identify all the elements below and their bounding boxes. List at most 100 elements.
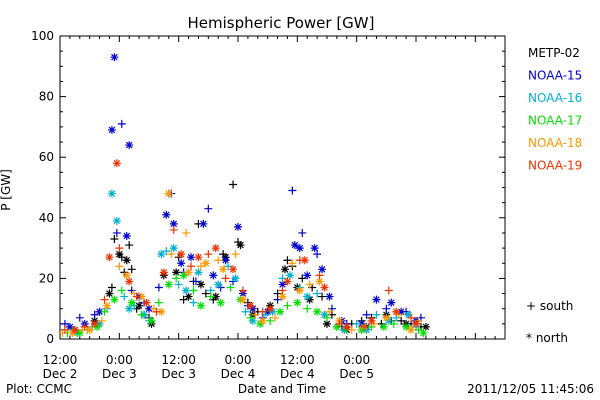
point-south bbox=[382, 304, 391, 313]
data-points bbox=[58, 53, 430, 337]
point-north bbox=[209, 271, 218, 280]
point-north bbox=[70, 325, 79, 334]
point-north bbox=[412, 319, 420, 328]
x-tick-time-label: 12:00 bbox=[43, 353, 78, 367]
point-south bbox=[117, 119, 126, 128]
point-north bbox=[125, 304, 134, 313]
point-north bbox=[246, 301, 255, 310]
point-north bbox=[147, 316, 156, 325]
point-south bbox=[137, 310, 146, 319]
point-north bbox=[421, 322, 430, 331]
legend: METP-02 NOAA-15 NOAA-16 NOAA-17 NOAA-18 NOAA-… bbox=[528, 46, 582, 173]
point-south bbox=[360, 322, 369, 331]
point-south bbox=[80, 322, 89, 331]
point-north bbox=[216, 298, 225, 307]
point-north bbox=[107, 189, 116, 198]
point-north bbox=[332, 322, 341, 331]
point-north bbox=[110, 53, 119, 62]
point-south bbox=[325, 307, 334, 316]
point-south bbox=[298, 228, 307, 237]
point-north bbox=[211, 292, 220, 301]
point-south bbox=[115, 244, 124, 253]
y-tick-label: 20 bbox=[39, 271, 54, 285]
point-south bbox=[98, 316, 107, 325]
y-tick-label: 100 bbox=[31, 29, 54, 43]
point-north bbox=[283, 277, 292, 286]
point-north bbox=[367, 316, 376, 325]
point-north bbox=[342, 322, 351, 331]
point-north bbox=[211, 244, 220, 253]
point-south bbox=[214, 256, 223, 265]
point-north bbox=[303, 292, 312, 301]
point-south bbox=[288, 259, 297, 268]
point-north bbox=[95, 307, 104, 316]
point-north bbox=[137, 292, 146, 301]
point-south bbox=[112, 228, 121, 237]
point-north bbox=[221, 256, 230, 265]
point-south bbox=[313, 250, 322, 259]
point-south bbox=[246, 313, 255, 322]
point-south bbox=[167, 250, 176, 259]
y-axis-label: P [GW] bbox=[0, 169, 13, 211]
point-north bbox=[372, 295, 381, 304]
point-north bbox=[325, 292, 334, 301]
point-south bbox=[191, 277, 200, 286]
point-north bbox=[404, 310, 413, 319]
point-north bbox=[142, 298, 151, 307]
legend-entry: METP-02 bbox=[528, 46, 580, 60]
y-tick-label: 40 bbox=[39, 211, 54, 225]
point-south bbox=[241, 307, 250, 316]
point-north bbox=[382, 313, 391, 322]
legend-entry: NOAA-17 bbox=[528, 114, 582, 128]
point-south bbox=[238, 286, 247, 295]
point-south bbox=[231, 250, 240, 259]
point-north bbox=[145, 304, 153, 313]
y-axis: 0 20 40 60 80 100 bbox=[31, 29, 505, 346]
point-south bbox=[362, 310, 371, 319]
point-north bbox=[248, 316, 257, 325]
point-north bbox=[164, 280, 173, 289]
point-north bbox=[112, 159, 121, 168]
point-north bbox=[278, 292, 287, 301]
point-north bbox=[199, 219, 208, 228]
point-south bbox=[152, 307, 161, 316]
point-north bbox=[182, 286, 191, 295]
point-north bbox=[323, 319, 331, 328]
point-north bbox=[320, 310, 329, 319]
point-south bbox=[125, 241, 134, 250]
point-north bbox=[238, 295, 247, 304]
point-south bbox=[258, 307, 267, 316]
point-north bbox=[115, 250, 124, 259]
point-south bbox=[115, 262, 124, 271]
point-north bbox=[280, 265, 289, 274]
point-north bbox=[122, 231, 131, 240]
x-tick-date-label: Dec 4 bbox=[221, 367, 256, 381]
point-north bbox=[285, 271, 294, 280]
x-tick-date-label: Dec 3 bbox=[102, 367, 137, 381]
point-north bbox=[219, 265, 228, 274]
point-north bbox=[214, 280, 223, 289]
point-south bbox=[229, 180, 238, 189]
point-north bbox=[105, 289, 114, 298]
x-tick-time-label: 0:00 bbox=[106, 353, 133, 367]
point-north bbox=[194, 253, 203, 262]
point-south bbox=[206, 292, 215, 301]
point-north bbox=[169, 244, 178, 253]
point-south bbox=[182, 228, 191, 237]
x-tick-date-label: Dec 2 bbox=[43, 367, 78, 381]
point-north bbox=[177, 259, 186, 268]
point-south bbox=[323, 313, 331, 322]
point-south bbox=[315, 271, 324, 280]
point-south bbox=[187, 262, 196, 271]
point-north bbox=[258, 316, 267, 325]
point-south bbox=[389, 319, 398, 328]
point-south bbox=[100, 307, 109, 316]
point-south bbox=[318, 292, 327, 301]
point-north bbox=[310, 244, 319, 253]
point-south bbox=[283, 256, 292, 265]
point-north bbox=[125, 277, 134, 286]
point-north bbox=[125, 141, 134, 150]
point-north bbox=[65, 322, 74, 331]
point-south bbox=[305, 280, 314, 289]
